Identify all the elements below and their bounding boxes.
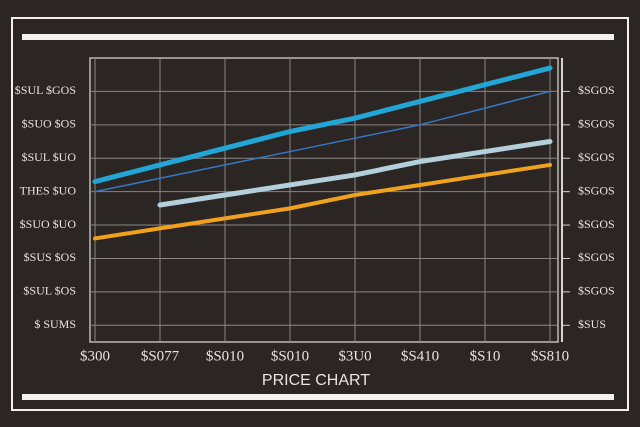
- y-tick-label: THES $UO: [20, 183, 77, 197]
- plot-frame: [89, 57, 559, 343]
- chart-title: PRICE CHART: [262, 372, 370, 389]
- x-tick-label: $S077: [141, 348, 180, 364]
- y-tick-label: $SUL $GOS: [15, 83, 76, 97]
- y-tick-label: $SUO $OS: [22, 117, 76, 131]
- y-tick-label: $ SUMS: [34, 317, 76, 331]
- x-tick-label: $300: [80, 348, 110, 364]
- line: [94, 90, 551, 193]
- line: [93, 162, 552, 241]
- bottom-bar: [22, 394, 614, 400]
- x-tick-label: $S410: [401, 348, 439, 364]
- top-bar: [22, 34, 614, 40]
- y2-tick-label: $SGOS: [578, 250, 615, 264]
- y2-tick-label: $SGOS: [578, 83, 615, 97]
- y-tick-label: $SUS $OS: [24, 250, 76, 264]
- y2-tick-label: $SGOS: [578, 117, 615, 131]
- y2-tick-label: $SGOS: [578, 183, 615, 197]
- y-tick-label: $SUL $OS: [23, 284, 76, 298]
- x-tick-label: $S010: [206, 348, 244, 364]
- line: [157, 139, 553, 208]
- x-tick-label: $S810: [531, 348, 569, 364]
- x-tick-label: $S010: [271, 348, 309, 364]
- y2-tick-label: $SUS: [578, 317, 606, 331]
- line: [92, 65, 553, 185]
- y-tick-label: $SUL $UO: [21, 150, 76, 164]
- y-tick-label: $SUO $UO: [20, 217, 77, 231]
- y2-tick-label: $SGOS: [578, 284, 615, 298]
- y2-tick-label: $SGOS: [578, 150, 615, 164]
- x-tick-label: $3U0: [338, 348, 371, 364]
- frame: [11, 17, 629, 411]
- y2-tick-label: $SGOS: [578, 217, 615, 231]
- x-tick-label: $S10: [470, 348, 501, 364]
